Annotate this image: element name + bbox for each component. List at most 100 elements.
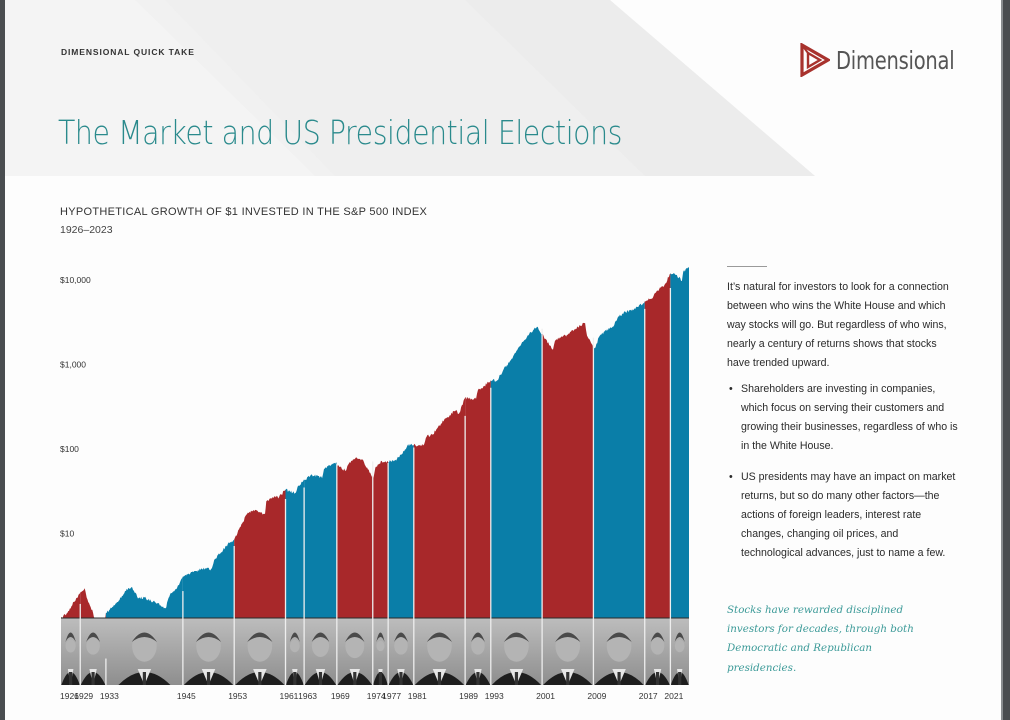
x-tick-label: 1977 <box>382 691 401 701</box>
term-area-1977 <box>388 267 414 618</box>
portrait-face <box>86 637 100 655</box>
term-area-1969 <box>336 267 373 618</box>
portrait-face <box>311 635 330 657</box>
portrait-hair <box>674 632 685 642</box>
president-portrait-1993 <box>491 630 542 685</box>
term-area-2021 <box>670 267 689 618</box>
x-tick-label: 1945 <box>177 691 196 701</box>
dimensional-triangle-logo-icon <box>800 43 830 77</box>
term-area-2009 <box>593 267 645 618</box>
pull-quote: Stocks have rewarded disciplined investo… <box>727 604 914 674</box>
president-portrait-1929 <box>80 632 106 685</box>
portrait-hair <box>650 632 665 642</box>
x-tick-label: 1993 <box>485 691 504 701</box>
y-tick-label: $10 <box>60 529 74 539</box>
portrait-tie <box>655 672 660 685</box>
portrait-tie <box>514 672 519 685</box>
bullet-item: • Shareholders are investing in companies… <box>727 380 959 456</box>
kicker-label: DIMENSIONAL QUICK TAKE <box>61 47 195 57</box>
president-portrait-1981 <box>414 630 465 685</box>
x-tick-label: 1929 <box>74 691 93 701</box>
portrait-tie <box>437 672 442 685</box>
x-tick-label: 1981 <box>408 691 427 701</box>
portrait-tie <box>206 672 211 685</box>
portrait-face <box>376 640 385 652</box>
sidebar-bullets: • Shareholders are investing in companies… <box>727 380 959 575</box>
term-area-2001 <box>542 267 594 618</box>
portrait-hair <box>65 632 76 642</box>
portrait-hair <box>86 632 100 642</box>
portrait-hair <box>345 632 365 642</box>
president-portrait-1989 <box>465 632 491 685</box>
portrait-hair <box>606 632 632 642</box>
portrait-tie <box>378 672 383 685</box>
president-portrait-1974 <box>373 632 388 685</box>
president-portrait-1977 <box>388 632 414 685</box>
x-tick-label: 1989 <box>459 691 478 701</box>
term-area-1953 <box>234 267 286 618</box>
x-tick-label: 1933 <box>100 691 119 701</box>
page-title: The Market and US Presidential Elections <box>58 113 622 152</box>
x-tick-label: 1969 <box>331 691 350 701</box>
bullet-item: • US presidents may have an impact on mar… <box>727 468 959 563</box>
term-dividers <box>79 287 672 685</box>
portrait-face <box>289 639 300 653</box>
term-area-1989 <box>465 267 491 618</box>
term-area-1961 <box>285 267 305 618</box>
portrait-hair <box>426 632 453 642</box>
portrait-hair <box>555 632 581 642</box>
president-portrait-1963 <box>304 632 337 685</box>
logo-wordmark: Dimensional <box>836 45 955 75</box>
portrait-tie <box>69 672 73 685</box>
portrait-tie <box>91 672 95 685</box>
portrait-hair <box>394 632 408 642</box>
x-tick-label: 2017 <box>639 691 658 701</box>
portrait-tie <box>318 672 323 685</box>
portrait-face <box>650 637 665 655</box>
term-area-1981 <box>413 267 466 618</box>
term-area-1929 <box>80 267 106 618</box>
portrait-strip-bg <box>61 618 689 685</box>
y-tick-label: $100 <box>60 444 79 454</box>
bullet-dot-icon: • <box>729 383 733 395</box>
x-tick-label: 1963 <box>298 691 317 701</box>
portrait-face <box>65 639 76 653</box>
president-portrait-1953 <box>235 630 285 685</box>
portrait-hair <box>376 632 385 642</box>
portrait-hair <box>195 632 222 642</box>
portrait-hair <box>247 632 273 642</box>
president-portrait-2001 <box>543 630 593 685</box>
portrait-tie <box>476 672 480 685</box>
x-tick-label: 1926 <box>60 691 79 701</box>
x-tick-label: 2009 <box>587 691 606 701</box>
sidebar-intro: It’s natural for investors to look for a… <box>727 281 949 369</box>
portrait-tie <box>678 672 682 685</box>
x-tick-label: 1961 <box>280 691 299 701</box>
bullet-text: US presidents may have an impact on mark… <box>741 471 956 559</box>
president-portrait-1961 <box>285 632 304 685</box>
viewer-edge <box>1001 0 1003 720</box>
x-tick-label: 2001 <box>536 691 555 701</box>
portrait-face <box>394 637 408 655</box>
y-tick-label: $1,000 <box>60 360 86 370</box>
term-area-1945 <box>182 267 235 618</box>
sidebar-rule <box>727 266 767 267</box>
president-portrait-2017 <box>645 632 670 685</box>
president-portrait-1926 <box>61 632 80 685</box>
president-portrait-2009 <box>594 630 644 685</box>
president-portrait-2021 <box>670 632 689 685</box>
x-tick-label: 1953 <box>228 691 247 701</box>
portrait-tie <box>566 672 570 685</box>
document-page: DIMENSIONAL QUICK TAKE The Market and US… <box>5 0 1002 720</box>
chart-subtitle: 1926–2023 <box>60 224 113 236</box>
chart-title: HYPOTHETICAL GROWTH OF $1 INVESTED IN TH… <box>60 206 428 218</box>
y-tick-label: $10,000 <box>60 275 91 285</box>
y-axis: $10 $100 $1,000 $10,000 <box>60 275 91 539</box>
portrait-hair <box>503 632 530 642</box>
president-portrait-1945 <box>183 630 234 685</box>
term-area-1974 <box>372 267 389 618</box>
portrait-face <box>345 633 365 659</box>
header-background <box>5 0 815 176</box>
